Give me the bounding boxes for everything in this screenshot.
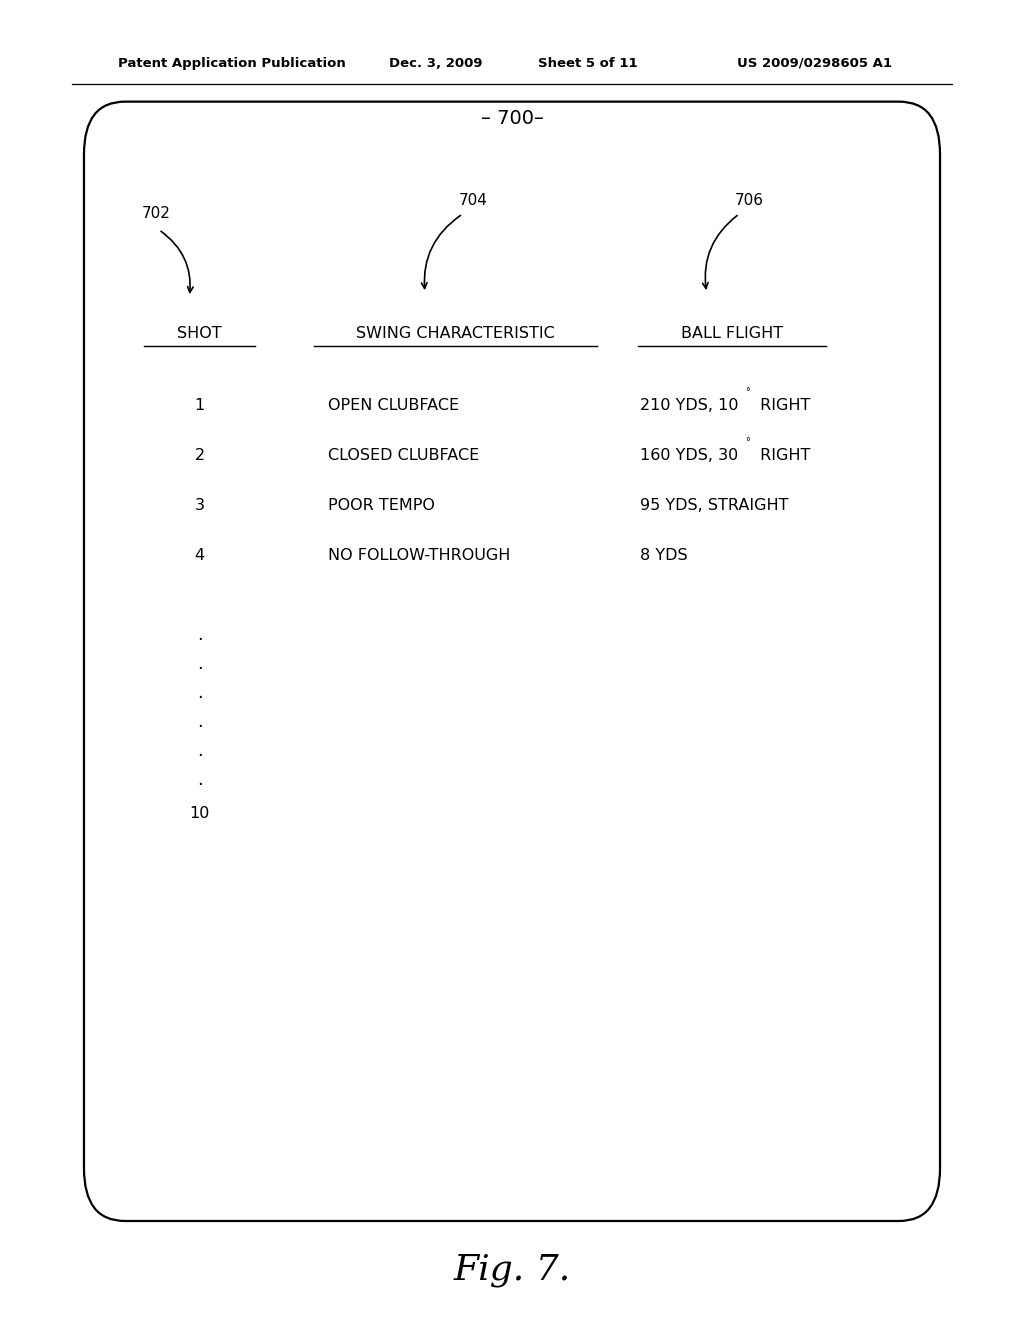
Text: °: ° [744, 387, 750, 397]
Text: 8 YDS: 8 YDS [640, 548, 688, 564]
Text: 160 YDS, 30: 160 YDS, 30 [640, 447, 738, 463]
Text: Patent Application Publication: Patent Application Publication [118, 57, 345, 70]
Text: 3: 3 [195, 498, 205, 513]
Text: SHOT: SHOT [177, 326, 222, 341]
Text: Sheet 5 of 11: Sheet 5 of 11 [538, 57, 637, 70]
Text: US 2009/0298605 A1: US 2009/0298605 A1 [737, 57, 892, 70]
Text: SWING CHARACTERISTIC: SWING CHARACTERISTIC [356, 326, 555, 341]
Text: 95 YDS, STRAIGHT: 95 YDS, STRAIGHT [640, 498, 788, 513]
Text: BALL FLIGHT: BALL FLIGHT [681, 326, 783, 341]
Text: OPEN CLUBFACE: OPEN CLUBFACE [328, 397, 459, 413]
Text: .: . [197, 771, 203, 789]
Text: .: . [197, 626, 203, 644]
Text: 210 YDS, 10: 210 YDS, 10 [640, 397, 738, 413]
Text: 4: 4 [195, 548, 205, 564]
Text: .: . [197, 684, 203, 702]
Text: Fig. 7.: Fig. 7. [454, 1253, 570, 1287]
Text: 1: 1 [195, 397, 205, 413]
Text: 10: 10 [189, 805, 210, 821]
Text: 702: 702 [141, 206, 170, 222]
Text: .: . [197, 742, 203, 760]
Text: POOR TEMPO: POOR TEMPO [328, 498, 434, 513]
Text: NO FOLLOW-THROUGH: NO FOLLOW-THROUGH [328, 548, 510, 564]
Text: °: ° [744, 437, 750, 447]
Text: Dec. 3, 2009: Dec. 3, 2009 [389, 57, 482, 70]
Text: 2: 2 [195, 447, 205, 463]
Text: .: . [197, 655, 203, 673]
FancyBboxPatch shape [84, 102, 940, 1221]
Text: 704: 704 [459, 193, 487, 209]
Text: 706: 706 [735, 193, 764, 209]
Text: .: . [197, 713, 203, 731]
Text: – 700–: – 700– [480, 110, 544, 128]
Text: RIGHT: RIGHT [755, 397, 810, 413]
Text: CLOSED CLUBFACE: CLOSED CLUBFACE [328, 447, 479, 463]
Text: RIGHT: RIGHT [755, 447, 810, 463]
